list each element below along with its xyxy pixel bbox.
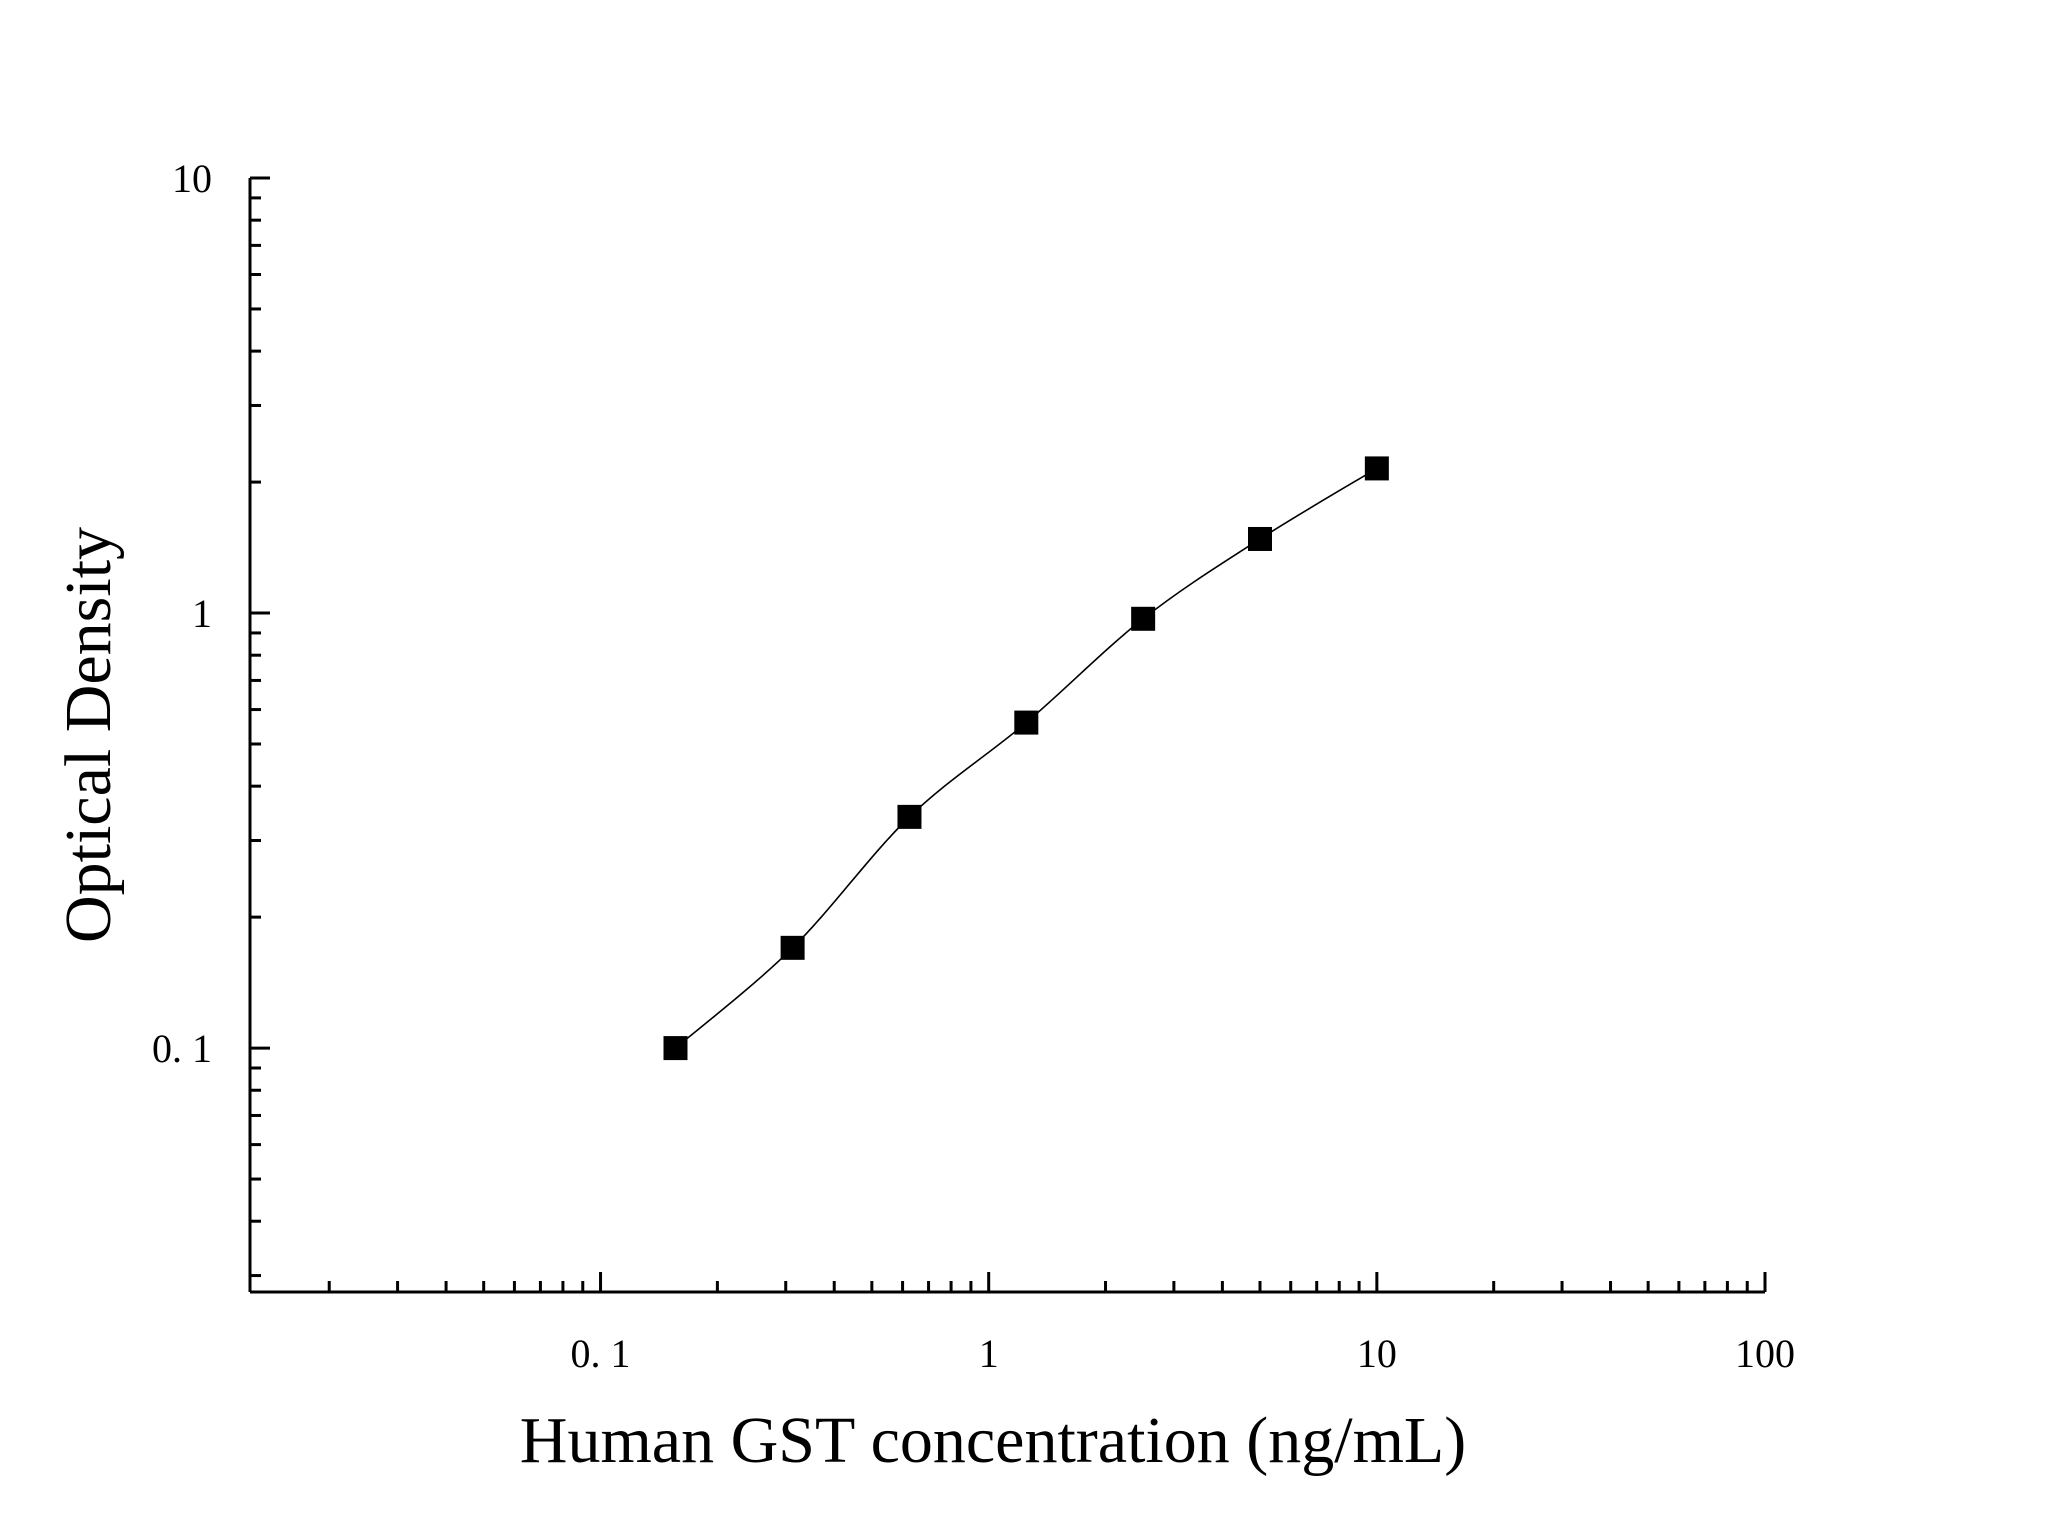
data-point xyxy=(663,1036,688,1061)
y-axis-ticks xyxy=(250,176,270,1278)
x-axis-ticks xyxy=(327,1272,1767,1292)
x-tick-label: 1 xyxy=(979,1331,999,1376)
data-point xyxy=(1014,710,1039,735)
data-points xyxy=(663,456,1389,1061)
data-point xyxy=(1364,456,1389,481)
data-point xyxy=(1248,526,1272,551)
y-tick-label: 0. 1 xyxy=(152,1026,212,1071)
data-point xyxy=(1131,606,1156,631)
x-tick-label: 0. 1 xyxy=(571,1331,631,1376)
x-tick-label: 100 xyxy=(1735,1331,1795,1376)
y-tick-label: 10 xyxy=(172,156,212,201)
data-point xyxy=(897,804,922,829)
x-tick-label: 10 xyxy=(1357,1331,1397,1376)
x-axis-title: Human GST concentration (ng/mL) xyxy=(520,1404,1466,1477)
y-tick-label: 1 xyxy=(192,591,212,636)
y-axis-tick-labels: 0. 1 1 10 xyxy=(152,156,212,1071)
axes xyxy=(248,178,1765,1294)
x-axis-tick-labels: 0. 1 1 10 100 xyxy=(571,1331,1795,1376)
y-axis-title: Optical Density xyxy=(52,527,125,943)
fit-curve-line xyxy=(674,467,1378,1049)
data-point xyxy=(780,935,805,960)
